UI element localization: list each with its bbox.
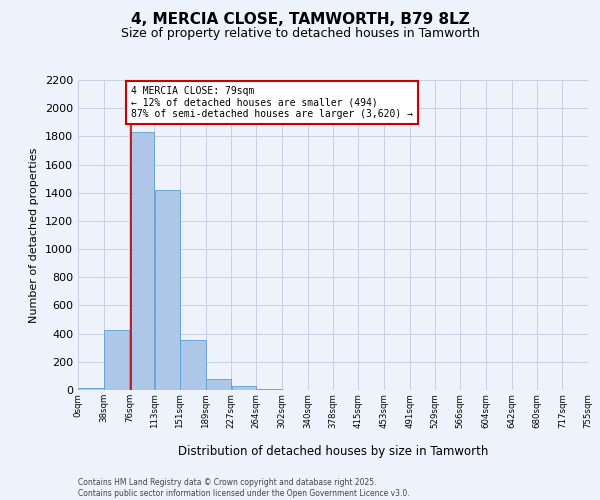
Bar (104, 330, 129, 390)
Text: Contains HM Land Registry data © Crown copyright and database right 2025.
Contai: Contains HM Land Registry data © Crown c… (78, 478, 410, 498)
Text: Size of property relative to detached houses in Tamworth: Size of property relative to detached ho… (121, 28, 479, 40)
Bar (232, 386, 256, 390)
Text: Distribution of detached houses by size in Tamworth: Distribution of detached houses by size … (178, 444, 488, 458)
Bar (130, 132, 154, 390)
Bar (180, 340, 205, 390)
Bar (155, 190, 180, 390)
Y-axis label: Number of detached properties: Number of detached properties (29, 148, 40, 322)
Bar (78, 388, 104, 390)
Bar (206, 378, 231, 390)
Text: 4 MERCIA CLOSE: 79sqm
← 12% of detached houses are smaller (494)
87% of semi-det: 4 MERCIA CLOSE: 79sqm ← 12% of detached … (131, 86, 413, 119)
Text: 4, MERCIA CLOSE, TAMWORTH, B79 8LZ: 4, MERCIA CLOSE, TAMWORTH, B79 8LZ (131, 12, 469, 28)
